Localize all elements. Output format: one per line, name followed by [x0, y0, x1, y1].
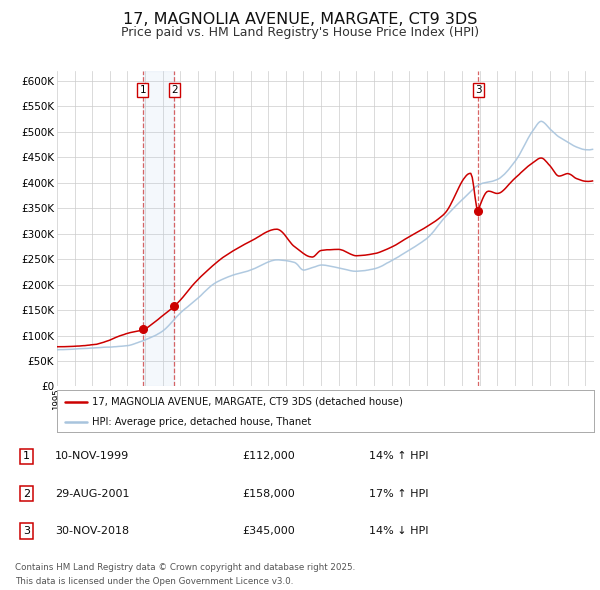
Text: £345,000: £345,000 — [242, 526, 295, 536]
Text: Price paid vs. HM Land Registry's House Price Index (HPI): Price paid vs. HM Land Registry's House … — [121, 26, 479, 39]
Text: This data is licensed under the Open Government Licence v3.0.: This data is licensed under the Open Gov… — [15, 576, 293, 586]
Text: 3: 3 — [23, 526, 30, 536]
Text: 2: 2 — [23, 489, 30, 499]
Text: 14% ↑ HPI: 14% ↑ HPI — [369, 451, 428, 461]
Text: 10-NOV-1999: 10-NOV-1999 — [55, 451, 130, 461]
Text: 17% ↑ HPI: 17% ↑ HPI — [369, 489, 428, 499]
Text: 14% ↓ HPI: 14% ↓ HPI — [369, 526, 428, 536]
Text: 30-NOV-2018: 30-NOV-2018 — [55, 526, 130, 536]
Text: 3: 3 — [475, 85, 481, 95]
Text: 2: 2 — [171, 85, 178, 95]
Text: 17, MAGNOLIA AVENUE, MARGATE, CT9 3DS (detached house): 17, MAGNOLIA AVENUE, MARGATE, CT9 3DS (d… — [92, 397, 403, 407]
Text: Contains HM Land Registry data © Crown copyright and database right 2025.: Contains HM Land Registry data © Crown c… — [15, 563, 355, 572]
Text: 1: 1 — [23, 451, 30, 461]
Text: £158,000: £158,000 — [242, 489, 295, 499]
Text: 17, MAGNOLIA AVENUE, MARGATE, CT9 3DS: 17, MAGNOLIA AVENUE, MARGATE, CT9 3DS — [123, 12, 477, 27]
Text: £112,000: £112,000 — [242, 451, 295, 461]
Text: 1: 1 — [139, 85, 146, 95]
Bar — [143, 71, 174, 386]
Text: HPI: Average price, detached house, Thanet: HPI: Average price, detached house, Than… — [92, 417, 311, 427]
Text: 29-AUG-2001: 29-AUG-2001 — [55, 489, 130, 499]
